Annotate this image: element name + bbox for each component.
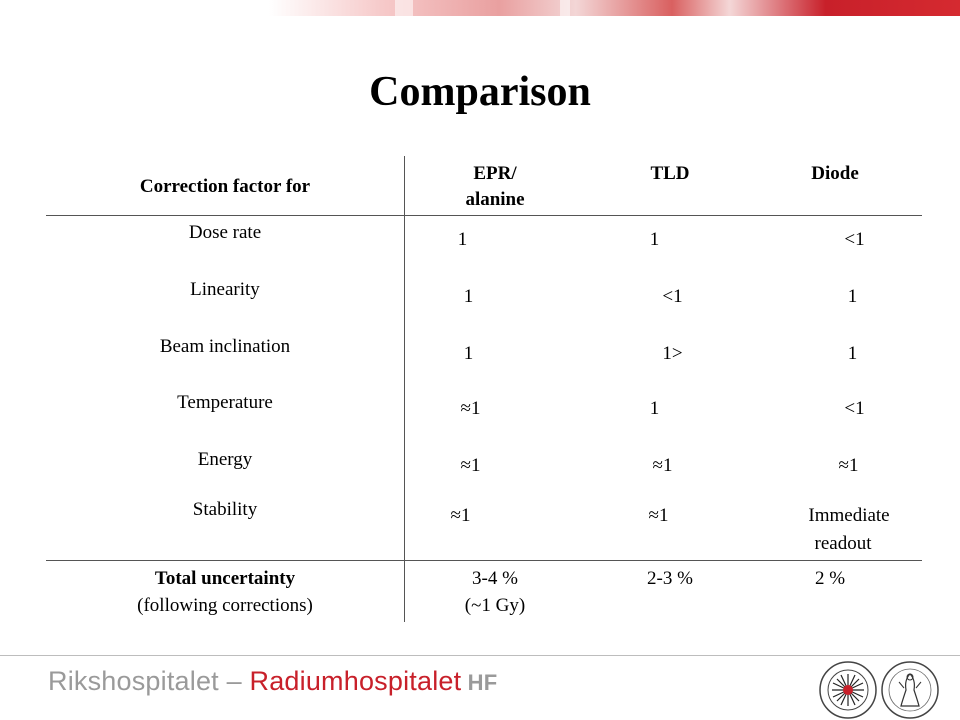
slide-title: Comparison xyxy=(369,69,591,115)
row-label-beam-inclination: Beam inclination xyxy=(159,336,291,357)
total-epr-line2: (~1 Gy) xyxy=(464,595,526,616)
norwegian-radium-hospital-seal-icon xyxy=(819,661,877,719)
brand-radiumhospitalet: Radiumhospitalet xyxy=(249,666,462,696)
cell-epr: 1 xyxy=(463,286,474,307)
cell-diode: 1 xyxy=(847,286,858,307)
total-label-line2: (following corrections) xyxy=(137,595,313,616)
table-total-rule xyxy=(46,560,922,561)
cell-diode: ≈1 xyxy=(838,455,859,476)
stripe-flare xyxy=(560,0,570,16)
header-tld: TLD xyxy=(650,163,690,184)
brand-rikshospitalet: Rikshospitalet xyxy=(48,666,219,696)
header-diode: Diode xyxy=(811,163,859,184)
total-diode: 2 % xyxy=(814,568,846,589)
row-label-dose-rate: Dose rate xyxy=(188,222,262,243)
row-label-linearity: Linearity xyxy=(190,279,260,300)
cell-tld: 1 xyxy=(649,229,660,250)
brand-separator: – xyxy=(218,666,250,696)
row-label-temperature: Temperature xyxy=(177,392,273,413)
cell-epr: ≈1 xyxy=(460,398,481,419)
cell-diode: <1 xyxy=(844,229,865,250)
footer-brand: Rikshospitalet – Radiumhospitalet HF xyxy=(48,666,497,697)
cell-tld: 1 xyxy=(649,398,660,419)
cell-diode: 1 xyxy=(847,343,858,364)
cell-diode-line1: Immediate xyxy=(808,505,890,526)
header-epr-line2: alanine xyxy=(465,189,525,210)
footer-divider xyxy=(0,655,960,656)
table-header-rule xyxy=(46,215,922,216)
cell-diode-line2: readout xyxy=(814,533,872,554)
table-divider-vertical xyxy=(404,156,405,622)
header-epr-line1: EPR/ xyxy=(473,163,517,184)
cell-tld: <1 xyxy=(662,286,683,307)
cell-epr: 1 xyxy=(457,229,468,250)
cell-epr: ≈1 xyxy=(460,455,481,476)
brand-hf: HF xyxy=(461,670,498,695)
total-label-line1: Total uncertainty xyxy=(154,568,296,589)
total-tld: 2-3 % xyxy=(647,568,693,589)
stripe-flare xyxy=(395,0,413,16)
row-label-stability: Stability xyxy=(192,499,258,520)
cell-tld: ≈1 xyxy=(652,455,673,476)
cell-tld: 1> xyxy=(662,343,683,364)
cell-tld: ≈1 xyxy=(648,505,669,526)
row-label-energy: Energy xyxy=(197,449,253,470)
header-correction-factor: Correction factor for xyxy=(139,176,311,197)
top-decorative-stripe xyxy=(0,0,960,16)
total-epr-line1: 3-4 % xyxy=(472,568,518,589)
cell-epr: 1 xyxy=(463,343,474,364)
cell-diode: <1 xyxy=(844,398,865,419)
university-of-oslo-seal-icon xyxy=(881,661,939,719)
cell-epr: ≈1 xyxy=(450,505,471,526)
